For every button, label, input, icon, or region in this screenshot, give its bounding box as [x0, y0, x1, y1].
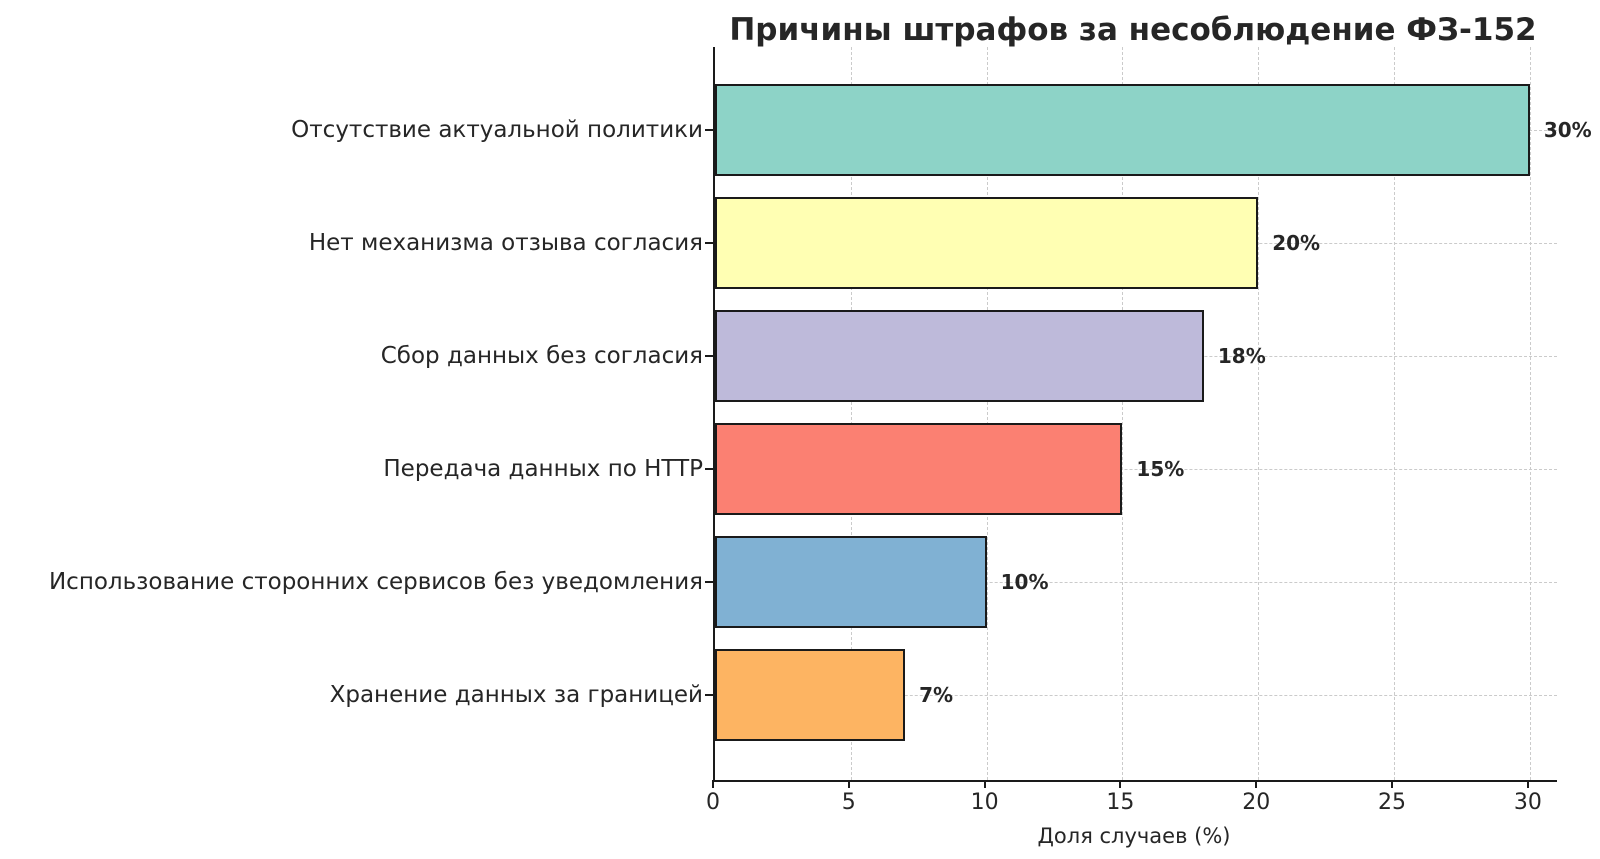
category-label: Передача данных по HTTP — [383, 456, 703, 482]
bar-value-label: 15% — [1136, 457, 1185, 481]
y-axis-tick — [705, 129, 713, 131]
x-axis-tick-label: 5 — [841, 790, 856, 815]
x-axis-tick — [847, 780, 850, 788]
gridline-vertical — [1122, 47, 1124, 780]
x-axis-tick-label: 0 — [706, 790, 720, 815]
x-axis-tick — [712, 780, 714, 788]
category-label: Отсутствие актуальной политики — [291, 117, 703, 143]
x-axis-label: Доля случаев (%) — [1037, 824, 1231, 848]
x-axis-tick — [1391, 780, 1394, 788]
x-axis-tick-label: 15 — [1106, 790, 1135, 815]
x-axis-tick-label: 10 — [970, 790, 999, 815]
gridline-vertical — [1394, 47, 1396, 780]
category-label: Нет механизма отзыва согласия — [308, 230, 703, 256]
gridline-vertical — [986, 47, 988, 780]
bar — [715, 197, 1259, 289]
chart-title: Причины штрафов за несоблюдение ФЗ-152 — [729, 12, 1537, 48]
bar-value-label: 30% — [1543, 118, 1592, 142]
category-label: Сбор данных без согласия — [380, 343, 703, 369]
gridline-vertical — [850, 47, 852, 780]
bar-value-label: 20% — [1272, 231, 1321, 255]
x-axis-tick-label: 30 — [1513, 790, 1542, 815]
gridline-vertical — [1529, 47, 1531, 780]
y-axis-tick — [705, 468, 713, 470]
gridline-vertical — [1258, 47, 1260, 780]
category-label: Использование сторонних сервисов без уве… — [48, 569, 703, 595]
bar — [715, 423, 1123, 515]
x-axis-tick-label: 20 — [1242, 790, 1271, 815]
x-axis-tick — [1119, 780, 1122, 788]
x-axis-tick — [1526, 780, 1529, 788]
y-axis-tick — [705, 355, 713, 357]
bar-value-label: 10% — [1000, 570, 1049, 594]
bar — [715, 649, 906, 741]
y-axis-tick — [705, 242, 713, 244]
y-axis-tick — [705, 694, 713, 696]
x-axis-tick — [983, 780, 986, 788]
bar — [715, 310, 1204, 402]
bar-value-label: 7% — [919, 683, 954, 707]
y-axis-tick — [705, 581, 713, 583]
category-label: Хранение данных за границей — [329, 682, 703, 708]
bar — [715, 536, 987, 628]
bar — [715, 84, 1530, 176]
bar-value-label: 18% — [1217, 344, 1266, 368]
x-axis-tick — [1255, 780, 1258, 788]
x-axis-tick-label: 25 — [1378, 790, 1407, 815]
plot-area: 30% 20% 18% 15% 10% 7% — [713, 47, 1592, 782]
gridline-horizontal — [715, 695, 1557, 696]
gridline-horizontal — [715, 469, 1557, 470]
gridline-horizontal — [715, 582, 1557, 583]
